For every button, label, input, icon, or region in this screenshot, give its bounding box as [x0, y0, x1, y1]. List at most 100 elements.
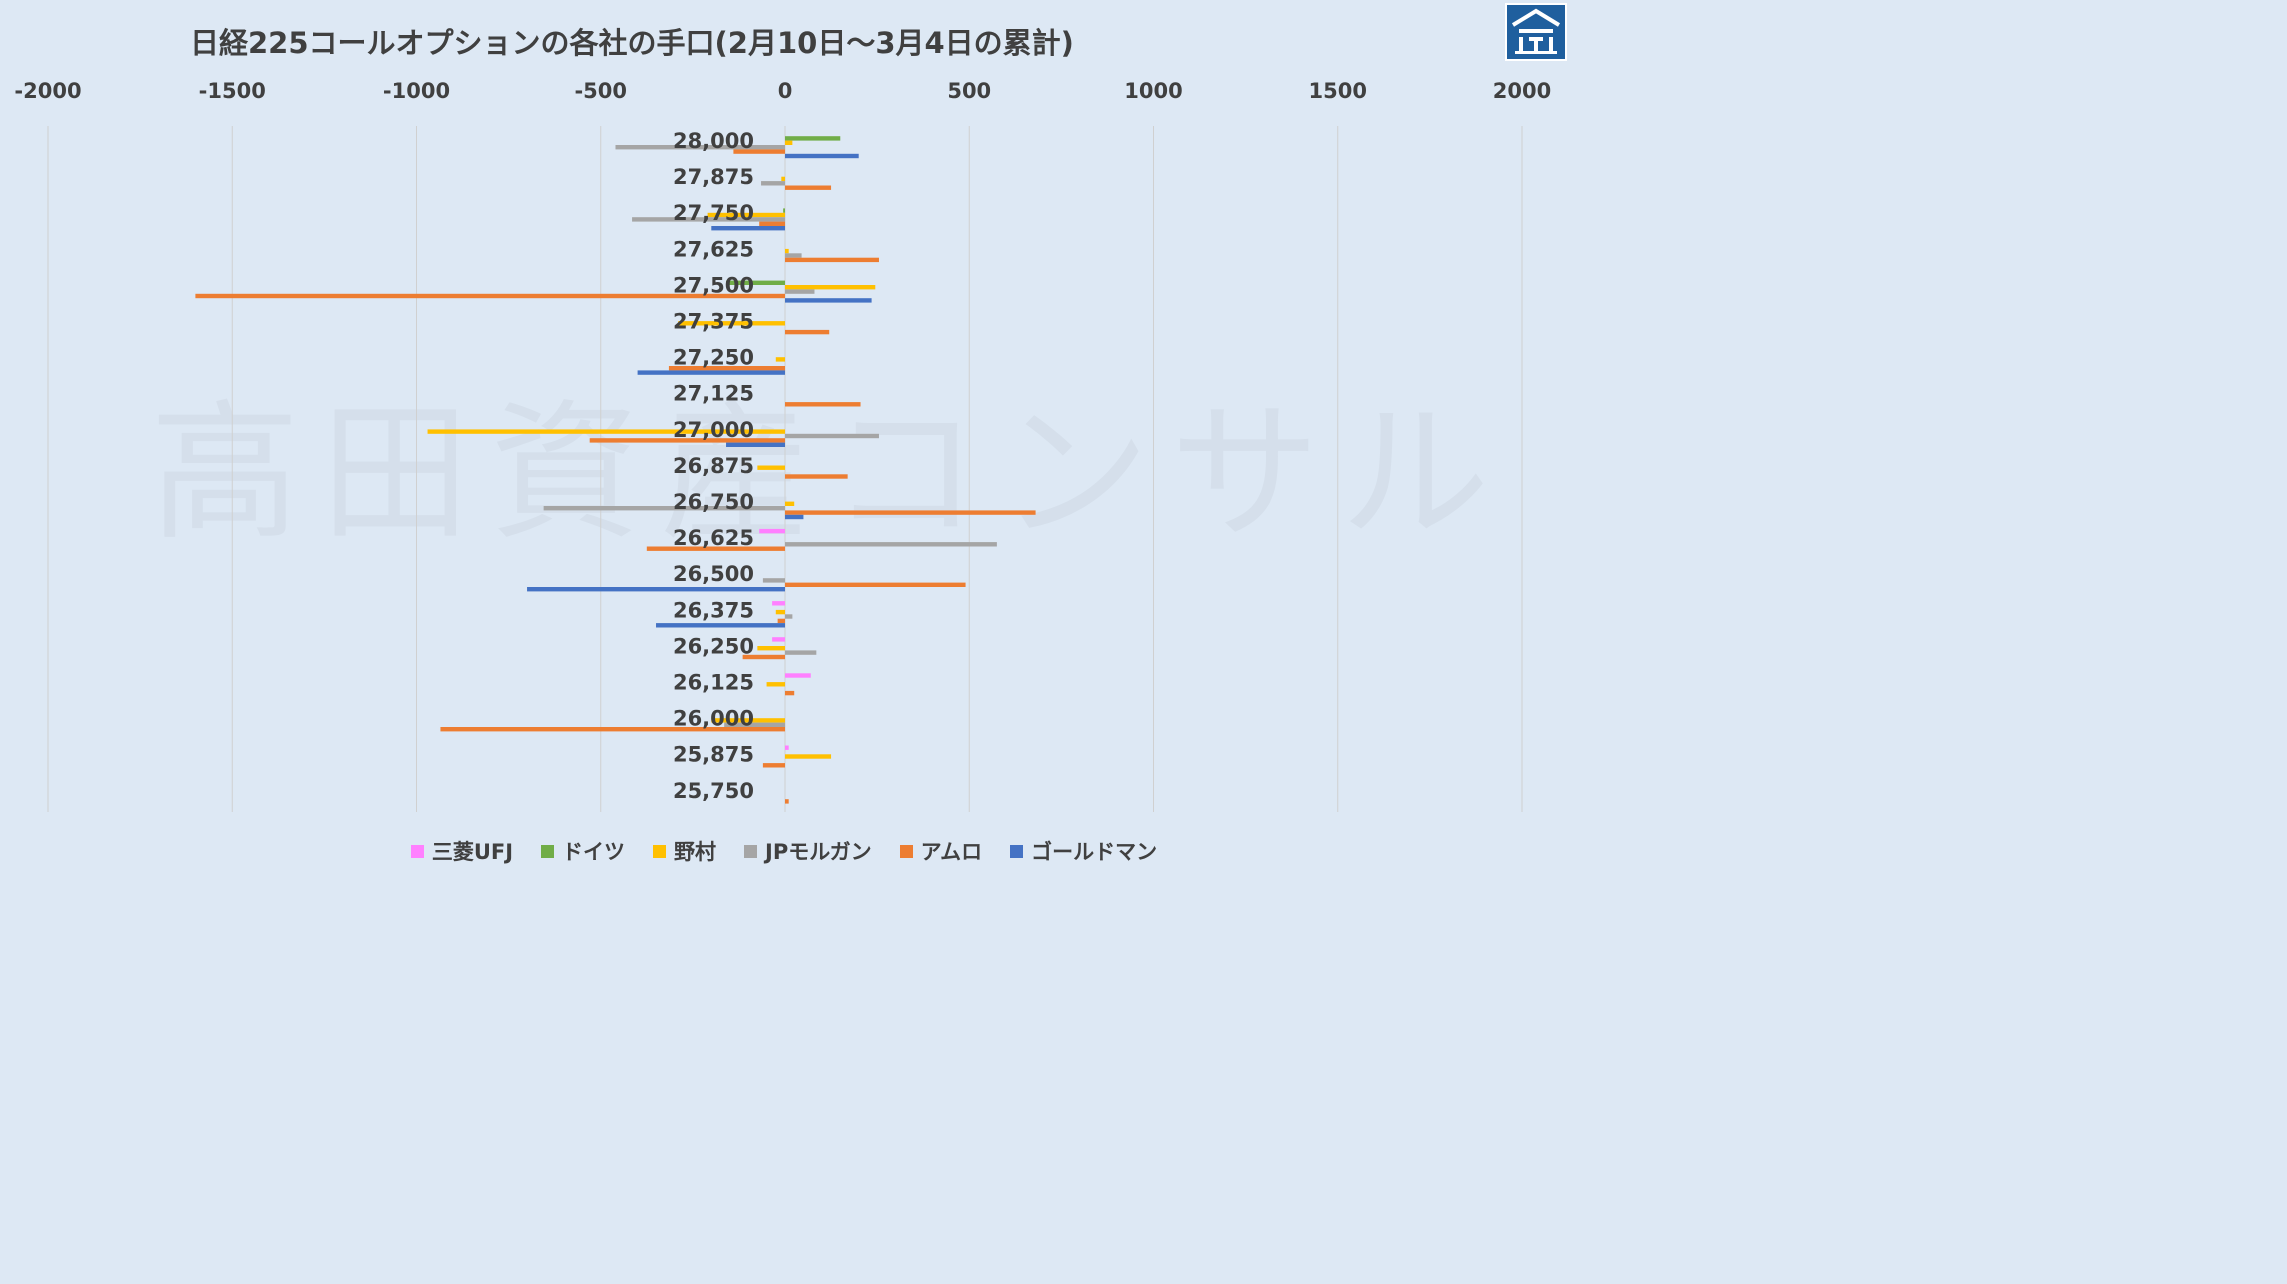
bar	[785, 542, 997, 547]
bar	[772, 637, 785, 642]
category-label: 27,625	[673, 237, 754, 261]
bar	[757, 646, 785, 651]
bar	[757, 465, 785, 470]
bar	[785, 257, 879, 263]
x-tick-label: -1000	[383, 79, 450, 103]
bar	[589, 438, 785, 443]
x-tick-label: 1000	[1124, 79, 1182, 103]
legend-item: JPモルガン	[744, 836, 872, 866]
category-label: 26,125	[673, 671, 754, 695]
bar	[543, 506, 785, 511]
bar	[707, 212, 785, 218]
category-label: 27,250	[673, 346, 754, 370]
bar	[785, 799, 789, 804]
bar	[777, 618, 785, 624]
bar	[783, 208, 785, 213]
bar	[761, 181, 785, 186]
legend-label: ドイツ	[562, 840, 626, 864]
bar	[785, 433, 879, 439]
category-label: 27,875	[673, 165, 754, 189]
bar	[711, 718, 785, 723]
bar	[726, 442, 785, 447]
category-labels: 28,000 27,875 27,750 27,625 27,500 27,375 27,2…	[673, 129, 754, 803]
x-tick-label: 2000	[1493, 79, 1551, 103]
bar	[775, 609, 785, 615]
legend-item: アムロ	[899, 836, 983, 866]
bar	[785, 402, 861, 407]
category-label: 27,125	[673, 382, 754, 406]
category-label: 26,750	[673, 490, 754, 514]
bar	[785, 329, 830, 335]
bar	[785, 474, 848, 479]
legend-label: アムロ	[920, 840, 983, 864]
bar	[785, 754, 832, 759]
bar	[781, 176, 785, 182]
bar-chart: 高田資産コンサル -2000 -1500 -1000 -500 0 500 1000 1500…	[14, 79, 1551, 812]
bar	[726, 280, 785, 285]
legend-label: 野村	[674, 840, 717, 864]
bar	[785, 510, 1036, 515]
bar	[785, 514, 804, 520]
bar	[785, 690, 795, 696]
bar	[646, 546, 785, 551]
category-label: 26,250	[673, 634, 754, 658]
x-axis-ticks: -2000 -1500 -1000 -500 0 500 1000 1500 2000	[14, 79, 1551, 103]
bar	[427, 429, 785, 434]
legend-swatch	[1010, 844, 1024, 858]
bar	[785, 745, 789, 750]
bar	[440, 727, 785, 732]
bar	[762, 763, 785, 768]
category-label: 26,500	[673, 562, 754, 586]
bar	[632, 217, 785, 222]
bar	[527, 587, 785, 592]
bar	[711, 226, 785, 231]
legend-label: JPモルガン	[765, 840, 872, 864]
bar	[785, 285, 876, 290]
watermark: 高田資産コンサル	[150, 387, 1510, 561]
bar	[785, 153, 859, 159]
category-label: 25,750	[673, 779, 754, 803]
legend-swatch	[410, 844, 424, 858]
legend-item: ドイツ	[541, 836, 625, 866]
category-label: 27,375	[673, 310, 754, 334]
bar	[785, 253, 802, 258]
category-label: 25,875	[673, 743, 754, 767]
bar	[759, 528, 785, 534]
x-tick-label: -500	[574, 79, 627, 103]
bar	[785, 298, 872, 303]
bar	[637, 370, 785, 375]
legend-item: ゴールドマン	[1010, 836, 1157, 866]
x-tick-label: 500	[947, 79, 991, 103]
bar	[195, 293, 785, 299]
bar	[785, 289, 815, 294]
bar	[656, 623, 785, 628]
category-label: 26,375	[673, 598, 754, 622]
bar	[759, 221, 785, 226]
bar	[785, 136, 841, 141]
bar	[785, 582, 966, 587]
category-label: 26,875	[673, 454, 754, 478]
bar	[785, 248, 789, 254]
bar	[762, 578, 785, 583]
company-logo	[1505, 3, 1567, 61]
bar	[785, 614, 793, 619]
bar	[785, 185, 832, 190]
legend-swatch	[744, 844, 758, 858]
category-label: 27,000	[673, 418, 754, 442]
bar	[785, 140, 793, 145]
bar	[742, 654, 785, 660]
x-tick-label: -1500	[199, 79, 266, 103]
bar	[615, 145, 785, 150]
legend-swatch	[899, 844, 913, 858]
category-label: 27,750	[673, 201, 754, 225]
legend-swatch	[653, 844, 667, 858]
bar	[785, 650, 817, 655]
x-tick-label: 1500	[1309, 79, 1367, 103]
bar	[733, 149, 785, 154]
bar	[678, 321, 785, 326]
bar	[668, 366, 785, 371]
chart-stage: 日経225コールオプションの各社の手口(2月10日～3月4日の累計) 高田資産コ…	[0, 0, 1568, 880]
legend-item: 野村	[653, 836, 716, 866]
bar	[772, 601, 785, 606]
bar	[766, 682, 785, 687]
